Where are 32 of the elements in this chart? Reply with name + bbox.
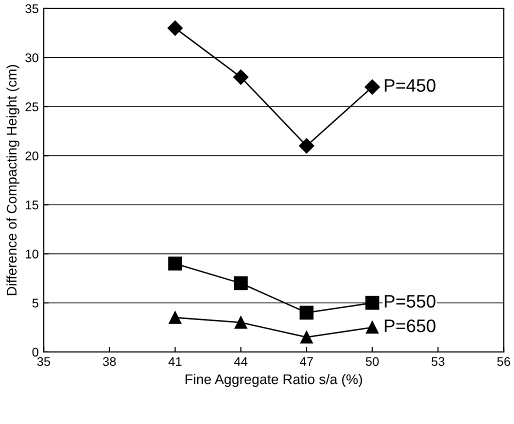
series-label: P=650 [384, 319, 436, 332]
point [300, 330, 313, 344]
point [234, 276, 248, 290]
x-tick-label: 47 [300, 357, 313, 366]
y-tick-label: 35 [25, 4, 38, 14]
x-tick-label: 53 [432, 357, 444, 366]
point [234, 316, 248, 329]
point [366, 321, 379, 334]
x-tick-label: 50 [366, 357, 379, 366]
y-tick-label: 10 [26, 250, 38, 258]
x-tick-label: 44 [234, 357, 248, 366]
y-tick-label: 25 [26, 102, 38, 112]
y-tick-label: 5 [32, 298, 38, 308]
x-axis-title: Fine Aggregate Ratio s/a (%) [186, 374, 362, 387]
x-tick-label: 38 [102, 357, 116, 366]
point [365, 296, 380, 310]
point [233, 70, 248, 85]
point [364, 79, 380, 95]
point [168, 256, 182, 271]
y-tick-label: 15 [26, 200, 38, 210]
series-label: P=450 [384, 79, 436, 92]
y-axis-title: Difference of Compacting Height (cm) [6, 65, 20, 296]
point [300, 306, 314, 320]
x-tick-label: 41 [168, 357, 182, 366]
y-tick-label: 20 [26, 151, 38, 160]
x-tick-label: 56 [497, 357, 510, 366]
point [168, 20, 183, 36]
point [298, 138, 314, 154]
y-tick-label: 0 [32, 348, 38, 357]
point [168, 311, 182, 324]
series-label: P=550 [384, 294, 436, 308]
y-tick-label: 30 [25, 53, 38, 62]
